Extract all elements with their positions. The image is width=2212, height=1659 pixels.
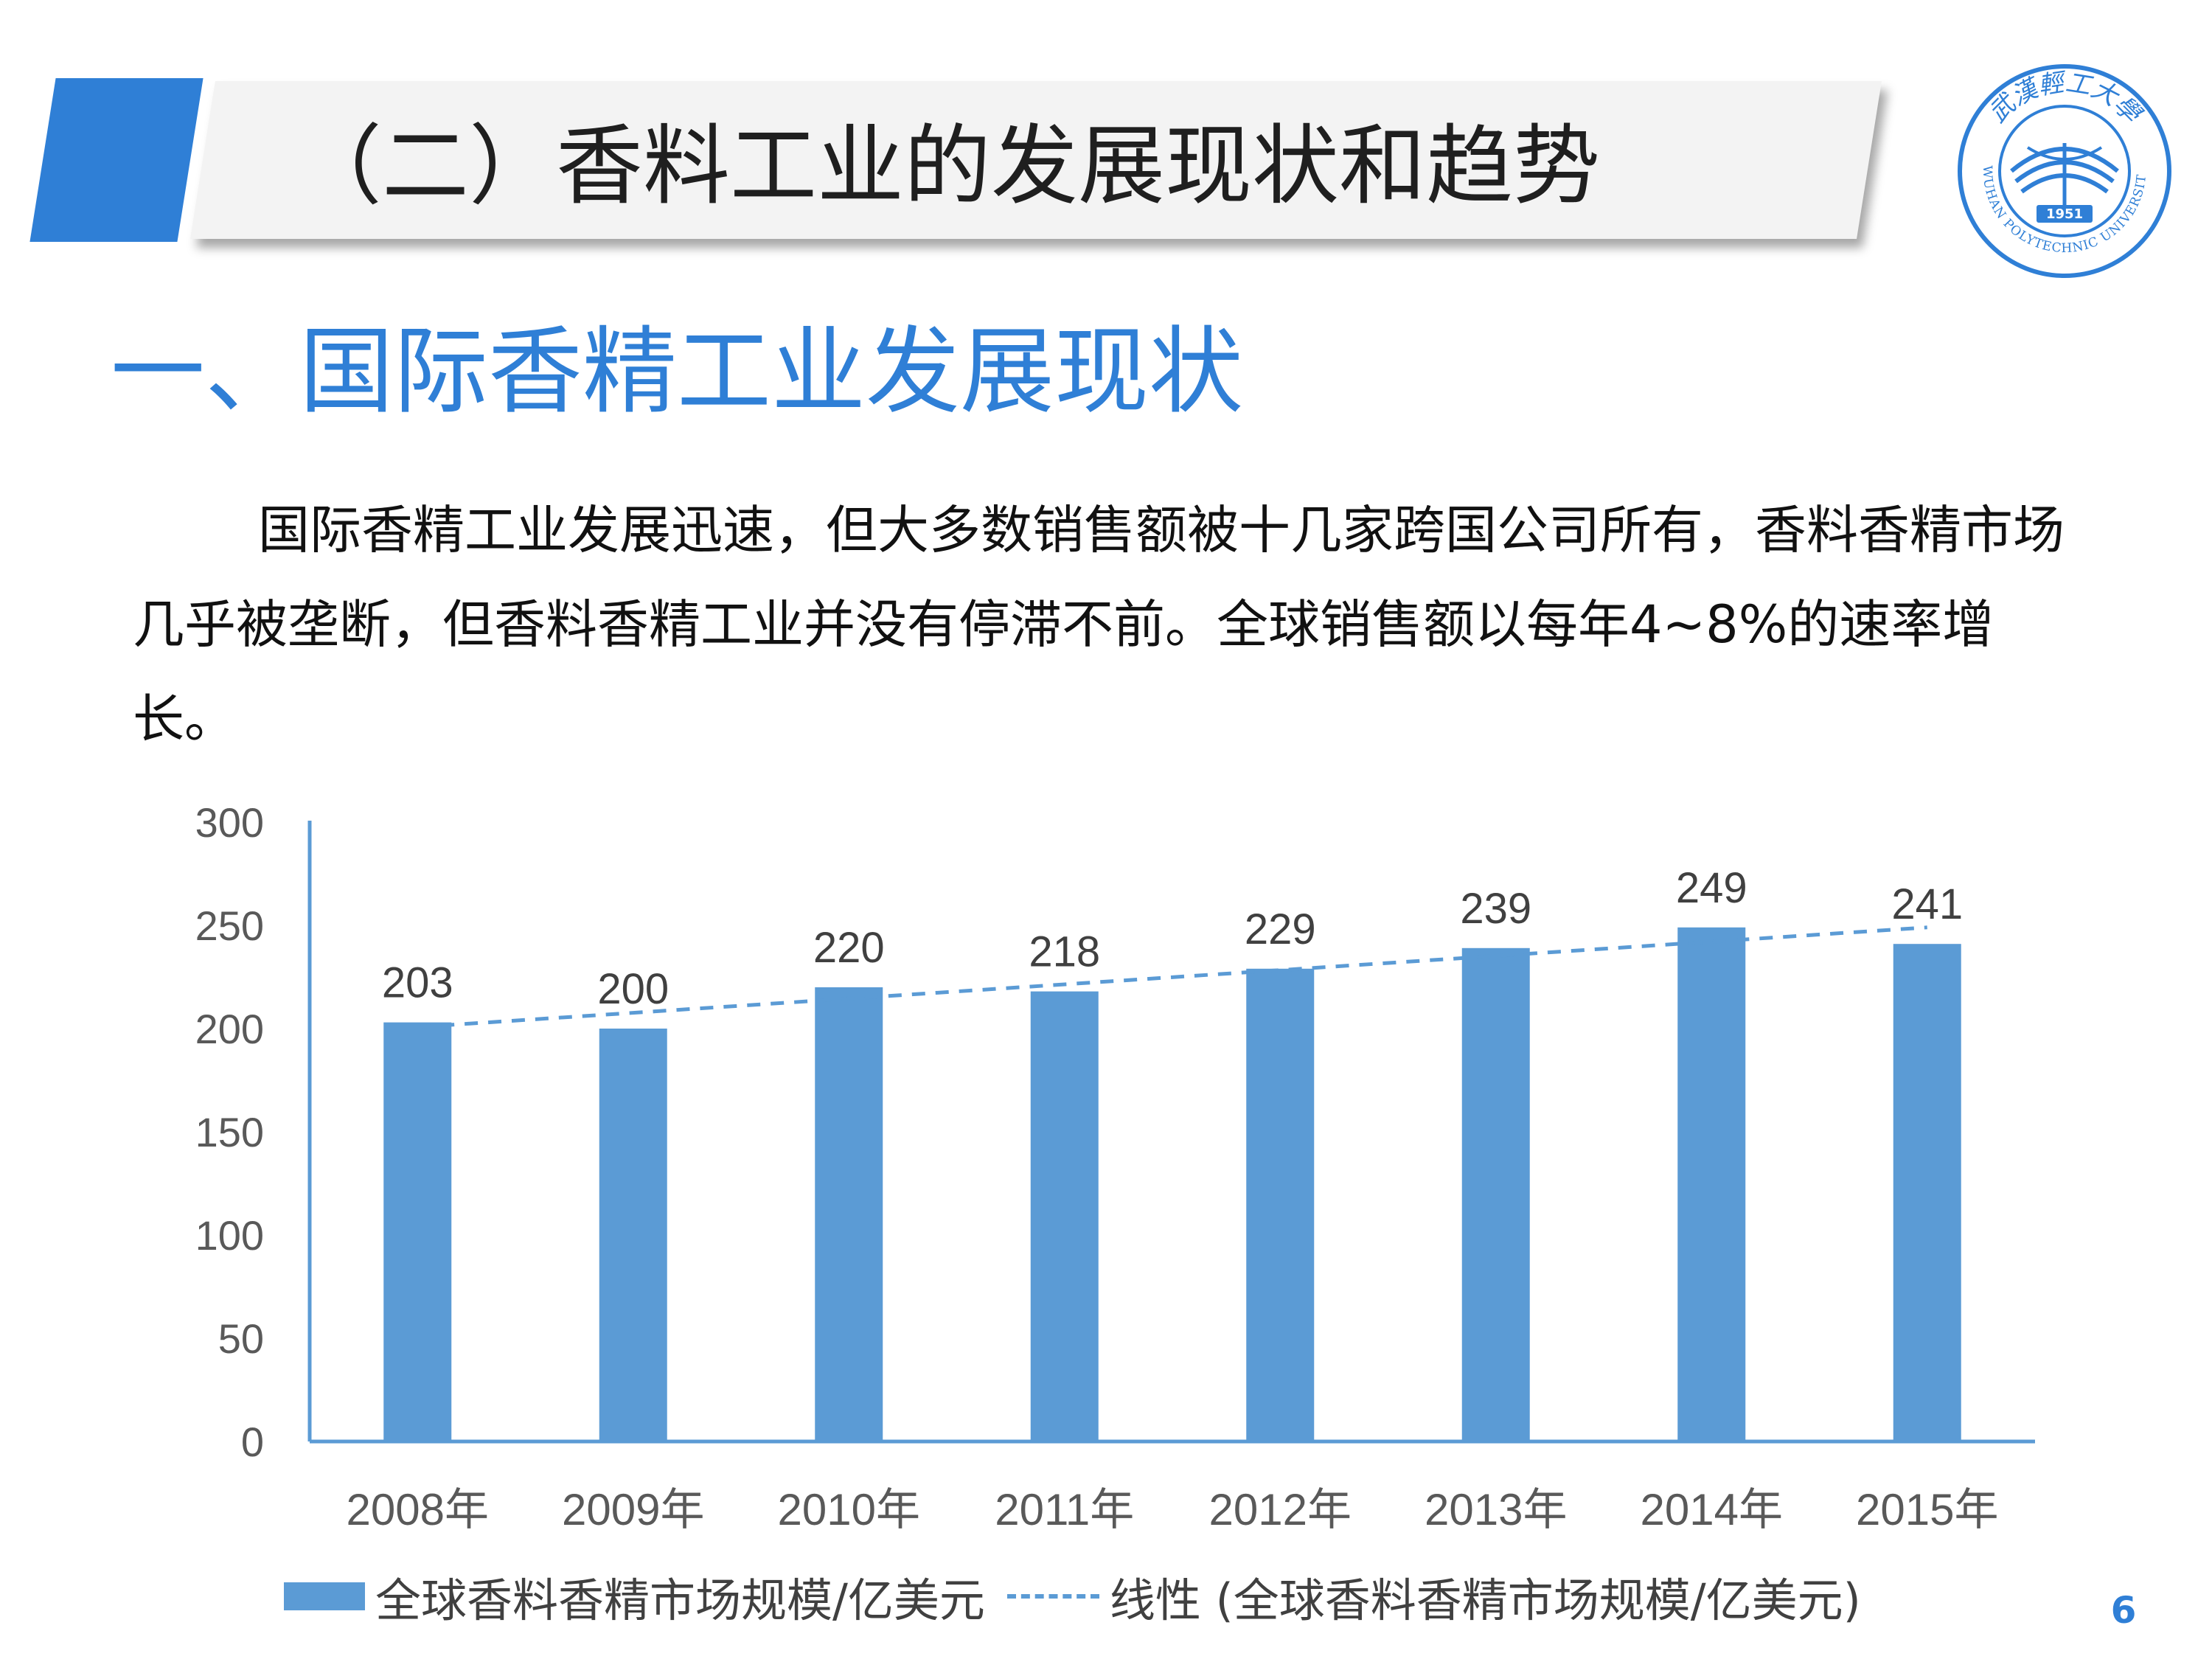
bar: [1030, 991, 1099, 1441]
legend-trendline-swatch: [1006, 1594, 1099, 1599]
x-tick-label: 2008年: [347, 1485, 489, 1534]
intro-paragraph: 国际香精工业发展迅速，但大多数销售额被十几家跨国公司所有，香料香精市场几乎被垄断…: [133, 500, 2065, 749]
legend-trendline-label: 线性 (全球香料香精市场规模/亿美元): [1109, 1573, 1861, 1627]
trendline: [417, 925, 1927, 1029]
y-tick-label: 50: [218, 1315, 264, 1362]
slide-title: （二）香料工业的发展现状和趋势: [295, 115, 1601, 217]
legend-bar-swatch: [284, 1582, 365, 1610]
bar: [1461, 947, 1530, 1441]
bar: [383, 1022, 452, 1441]
bar: [1893, 944, 1961, 1441]
data-label: 229: [1245, 905, 1316, 953]
data-label: 220: [813, 924, 885, 972]
chart-legend: 全球香料香精市场规模/亿美元 线性 (全球香料香精市场规模/亿美元): [284, 1563, 1861, 1630]
x-tick-label: 2015年: [1856, 1485, 1998, 1534]
data-label: 239: [1460, 885, 1531, 933]
bar: [815, 987, 883, 1441]
bar: [1246, 968, 1315, 1441]
data-label: 200: [597, 965, 669, 1013]
page-number: 6: [2110, 1589, 2137, 1632]
y-tick-label: 100: [195, 1212, 264, 1259]
x-tick-label: 2014年: [1641, 1485, 1783, 1534]
data-label: 249: [1676, 864, 1747, 912]
y-tick-label: 300: [195, 799, 264, 846]
x-tick-label: 2013年: [1425, 1485, 1567, 1534]
y-tick-label: 0: [241, 1419, 264, 1465]
y-tick-label: 150: [195, 1109, 264, 1155]
bar: [599, 1029, 667, 1441]
x-tick-label: 2011年: [995, 1485, 1134, 1534]
section-title: 一、国际香精工业发展现状: [111, 317, 1244, 427]
data-label: 241: [1891, 880, 1963, 928]
x-tick-label: 2010年: [778, 1485, 920, 1534]
x-tick-label: 2012年: [1209, 1485, 1352, 1534]
data-label: 203: [382, 959, 453, 1007]
legend-series-label: 全球香料香精市场规模/亿美元: [375, 1573, 985, 1627]
bar: [1677, 927, 1746, 1441]
y-tick-label: 250: [195, 902, 264, 949]
x-tick-label: 2009年: [562, 1485, 704, 1534]
y-tick-label: 200: [195, 1006, 264, 1052]
data-label: 218: [1029, 928, 1100, 976]
seal-year: 1951: [2046, 206, 2083, 222]
university-seal-icon: 武漢輕工大學 WUHAN POLYTECHNIC UNIVERSITY 1951: [1954, 60, 2171, 278]
